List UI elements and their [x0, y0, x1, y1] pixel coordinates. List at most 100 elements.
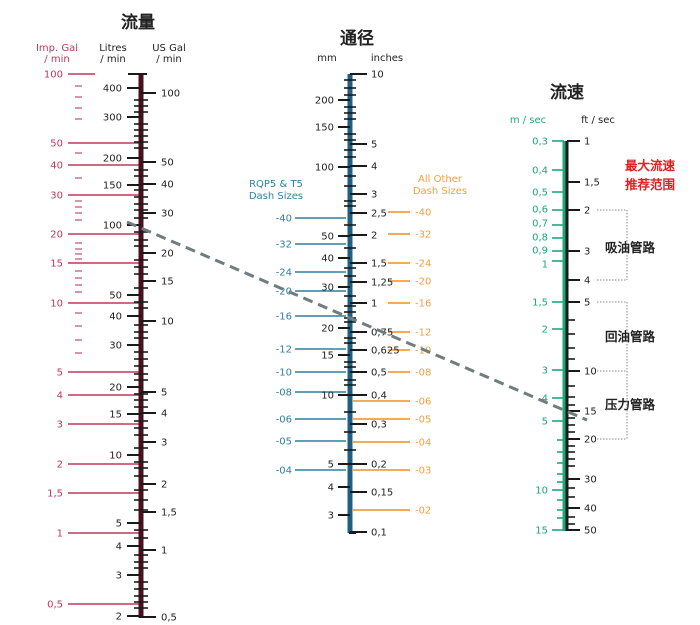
ft-sec-label: 10: [584, 367, 597, 378]
us-gal-unit: / min: [156, 54, 181, 65]
litres-label: 30: [109, 341, 122, 352]
mm-label: 50: [321, 232, 334, 243]
inch-label: 3: [371, 190, 377, 201]
us-gal-label: 40: [161, 180, 174, 191]
rqp-dash-label: -05: [276, 437, 292, 448]
m-sec-label: 0,5: [532, 188, 548, 199]
pressure-line-label: 压力管路: [605, 397, 656, 412]
ft-sec-label: 5: [584, 298, 590, 309]
us-gal-label: 2: [161, 480, 167, 491]
us-gal-header: US Gal: [152, 43, 186, 54]
imp-gal-label: 100: [44, 70, 63, 81]
imp-gal-label: 10: [50, 299, 63, 310]
m-sec-label: 5: [542, 417, 548, 428]
recommended-range-note: 推荐范围: [625, 177, 675, 192]
m-sec-label: 0,4: [532, 166, 548, 177]
inch-label: 0,3: [371, 420, 387, 431]
mm-label: 30: [321, 283, 334, 294]
mm-label: 150: [315, 123, 334, 134]
dash-size-label: -03: [415, 466, 431, 477]
imp-gal-header: Imp. Gal: [36, 43, 78, 54]
suction-line-label: 吸油管路: [605, 240, 656, 255]
rqp-dash-label: -32: [276, 240, 292, 251]
m-sec-label: 10: [535, 486, 548, 497]
rqp-subheader: Dash Sizes: [249, 191, 303, 202]
litres-header: Litres: [99, 43, 127, 54]
rqp-dash-label: -24: [276, 268, 292, 279]
m-sec-label: 15: [535, 526, 548, 537]
rqp-dash-label: -16: [276, 312, 292, 323]
rqp-dash-label: -12: [276, 345, 292, 356]
inch-label: 5: [371, 140, 377, 151]
inch-label: 0,1: [371, 528, 387, 539]
rqp-dash-label: -08: [276, 388, 292, 399]
ft-sec-header: ft / sec: [581, 115, 615, 126]
mm-label: 5: [328, 460, 334, 471]
m-sec-label: 1: [542, 260, 548, 271]
imp-gal-label: 40: [50, 161, 63, 172]
diameter-title: 通径: [340, 28, 374, 49]
ft-sec-label: 3: [584, 247, 590, 258]
max-velocity-note: 最大流速: [625, 158, 676, 173]
m-sec-label: 3: [542, 366, 548, 377]
mm-label: 4: [328, 483, 334, 494]
imp-gal-label: 15: [50, 259, 63, 270]
us-gal-label: 0,5: [161, 613, 177, 624]
other-subheader: Dash Sizes: [413, 186, 467, 197]
inches-header: inches: [371, 53, 403, 64]
rqp-dash-label: -40: [276, 214, 292, 225]
us-gal-label: 1: [161, 546, 167, 557]
inch-label: 0,2: [371, 460, 387, 471]
us-gal-label: 4: [161, 409, 167, 420]
ft-sec-label: 50: [584, 526, 597, 537]
ft-sec-label: 1: [584, 137, 590, 148]
inch-label: 10: [371, 70, 384, 81]
rqp-header: RQP5 & T5: [249, 179, 303, 190]
imp-gal-label: 3: [57, 420, 63, 431]
us-gal-label: 3: [161, 438, 167, 449]
m-sec-label: 0,9: [532, 246, 548, 257]
imp-gal-label: 1: [57, 529, 63, 540]
us-gal-label: 1,5: [161, 508, 177, 519]
us-gal-label: 100: [161, 89, 180, 100]
litres-unit: / min: [100, 54, 125, 65]
litres-label: 20: [109, 383, 122, 394]
mm-label: 100: [315, 163, 334, 174]
rqp-dash-label: -20: [276, 287, 292, 298]
litres-label: 10: [109, 451, 122, 462]
inch-label: 1,5: [371, 259, 387, 270]
ft-sec-label: 1,5: [584, 178, 600, 189]
mm-label: 200: [315, 96, 334, 107]
inch-label: 0,4: [371, 391, 387, 402]
litres-label: 200: [103, 154, 122, 165]
litres-label: 400: [103, 84, 122, 95]
litres-label: 4: [116, 542, 122, 553]
dash-size-label: -06: [415, 397, 431, 408]
imp-gal-label: 20: [50, 230, 63, 241]
mm-header: mm: [317, 53, 336, 64]
mm-label: 10: [321, 391, 334, 402]
ft-sec-label: 2: [584, 206, 590, 217]
m-sec-header: m / sec: [510, 115, 546, 126]
dash-size-label: -12: [415, 328, 431, 339]
ft-sec-label: 15: [584, 407, 597, 418]
imp-gal-label: 2: [57, 460, 63, 471]
m-sec-label: 0,8: [532, 233, 548, 244]
inch-label: 2: [371, 231, 377, 242]
example-reading-line: [126, 220, 588, 422]
litres-label: 2: [116, 612, 122, 623]
scales: 10050403020151054321,510,540030020015010…: [44, 70, 628, 624]
m-sec-label: 2: [542, 325, 548, 336]
return-line-label: 回油管路: [605, 329, 656, 344]
litres-label: 50: [109, 291, 122, 302]
m-sec-label: 0,7: [532, 219, 548, 230]
imp-gal-label: 0,5: [47, 600, 63, 611]
us-gal-label: 20: [161, 249, 174, 260]
imp-gal-label: 5: [57, 368, 63, 379]
inch-label: 1,25: [371, 278, 393, 289]
inch-label: 4: [371, 162, 377, 173]
dash-size-label: -24: [415, 259, 431, 270]
m-sec-label: 0,3: [532, 137, 548, 148]
